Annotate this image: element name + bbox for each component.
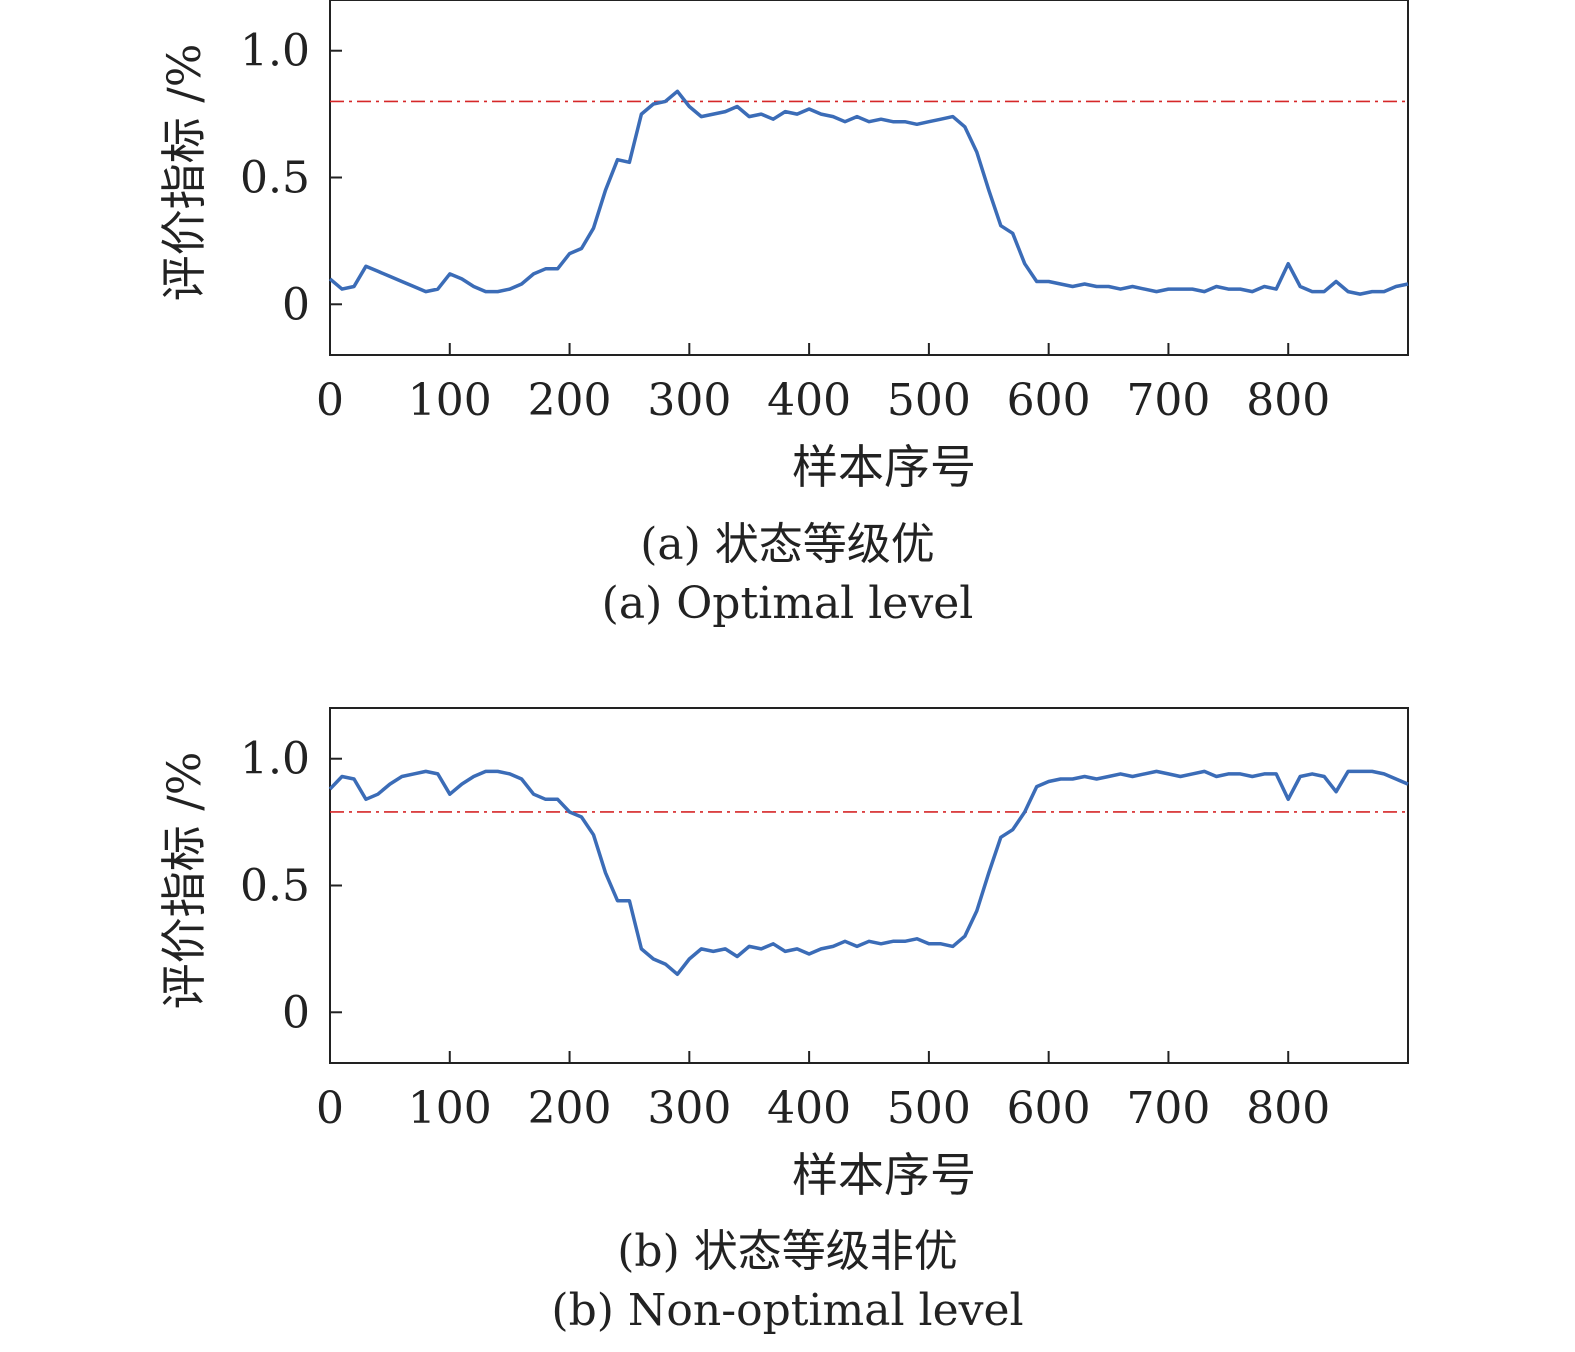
x-tick-label: 700 bbox=[1126, 375, 1210, 426]
x-tick-label: 600 bbox=[1007, 375, 1091, 426]
caption-en-b: (b) Non-optimal level bbox=[551, 1285, 1024, 1336]
series-line bbox=[328, 769, 1409, 977]
chart-panel-a: 0 100 200 300 400 500 600 700 800 0 0.5 1.0 样本序号 评价指标… bbox=[0, 0, 1575, 640]
x-axis-label: 样本序号 bbox=[792, 440, 976, 494]
y-tick-label: 0 bbox=[282, 279, 310, 330]
y-axis-label: 评价指标 /% bbox=[157, 44, 211, 302]
y-tick-label: 0.5 bbox=[240, 153, 310, 204]
chart-a: 0 100 200 300 400 500 600 700 800 0 0.5 1.0 样本序号 评价指标… bbox=[157, 0, 1409, 494]
y-tick-label: 0.5 bbox=[240, 861, 310, 912]
caption-en-a: (a) Optimal level bbox=[601, 578, 974, 629]
chart-b: 0 100 200 300 400 500 600 700 800 0 0.5 1.0 样本序号 评价指标… bbox=[157, 707, 1409, 1202]
plot-frame bbox=[329, 0, 1409, 356]
x-tick-label: 100 bbox=[408, 375, 492, 426]
x-tick-label: 500 bbox=[887, 375, 971, 426]
x-tick-label: 300 bbox=[647, 1083, 731, 1134]
x-tick-label: 200 bbox=[528, 1083, 612, 1134]
plot-frame bbox=[329, 707, 1409, 1064]
x-tick-label: 700 bbox=[1126, 1083, 1210, 1134]
series-line bbox=[328, 89, 1409, 296]
x-tick-label: 600 bbox=[1007, 1083, 1091, 1134]
y-tick-label: 1.0 bbox=[240, 26, 310, 77]
x-tick-label: 0 bbox=[316, 375, 344, 426]
y-axis-label: 评价指标 /% bbox=[157, 752, 211, 1010]
x-tick-label: 400 bbox=[767, 1083, 851, 1134]
x-tick-label: 400 bbox=[767, 375, 851, 426]
x-tick-label: 200 bbox=[528, 375, 612, 426]
x-tick-label: 0 bbox=[316, 1083, 344, 1134]
x-tick-label: 100 bbox=[408, 1083, 492, 1134]
caption-cn-a: (a) 状态等级优 bbox=[640, 519, 935, 570]
y-tick-label: 1.0 bbox=[240, 734, 310, 785]
x-tick-label: 500 bbox=[887, 1083, 971, 1134]
x-tick-label: 800 bbox=[1246, 1083, 1330, 1134]
x-tick-label: 300 bbox=[647, 375, 731, 426]
y-tick-label: 0 bbox=[282, 987, 310, 1038]
x-axis-label: 样本序号 bbox=[792, 1148, 976, 1202]
chart-panel-b: 0 100 200 300 400 500 600 700 800 0 0.5 1.0 样本序号 评价指标… bbox=[0, 700, 1575, 1352]
caption-cn-b: (b) 状态等级非优 bbox=[617, 1226, 958, 1277]
x-tick-label: 800 bbox=[1246, 375, 1330, 426]
